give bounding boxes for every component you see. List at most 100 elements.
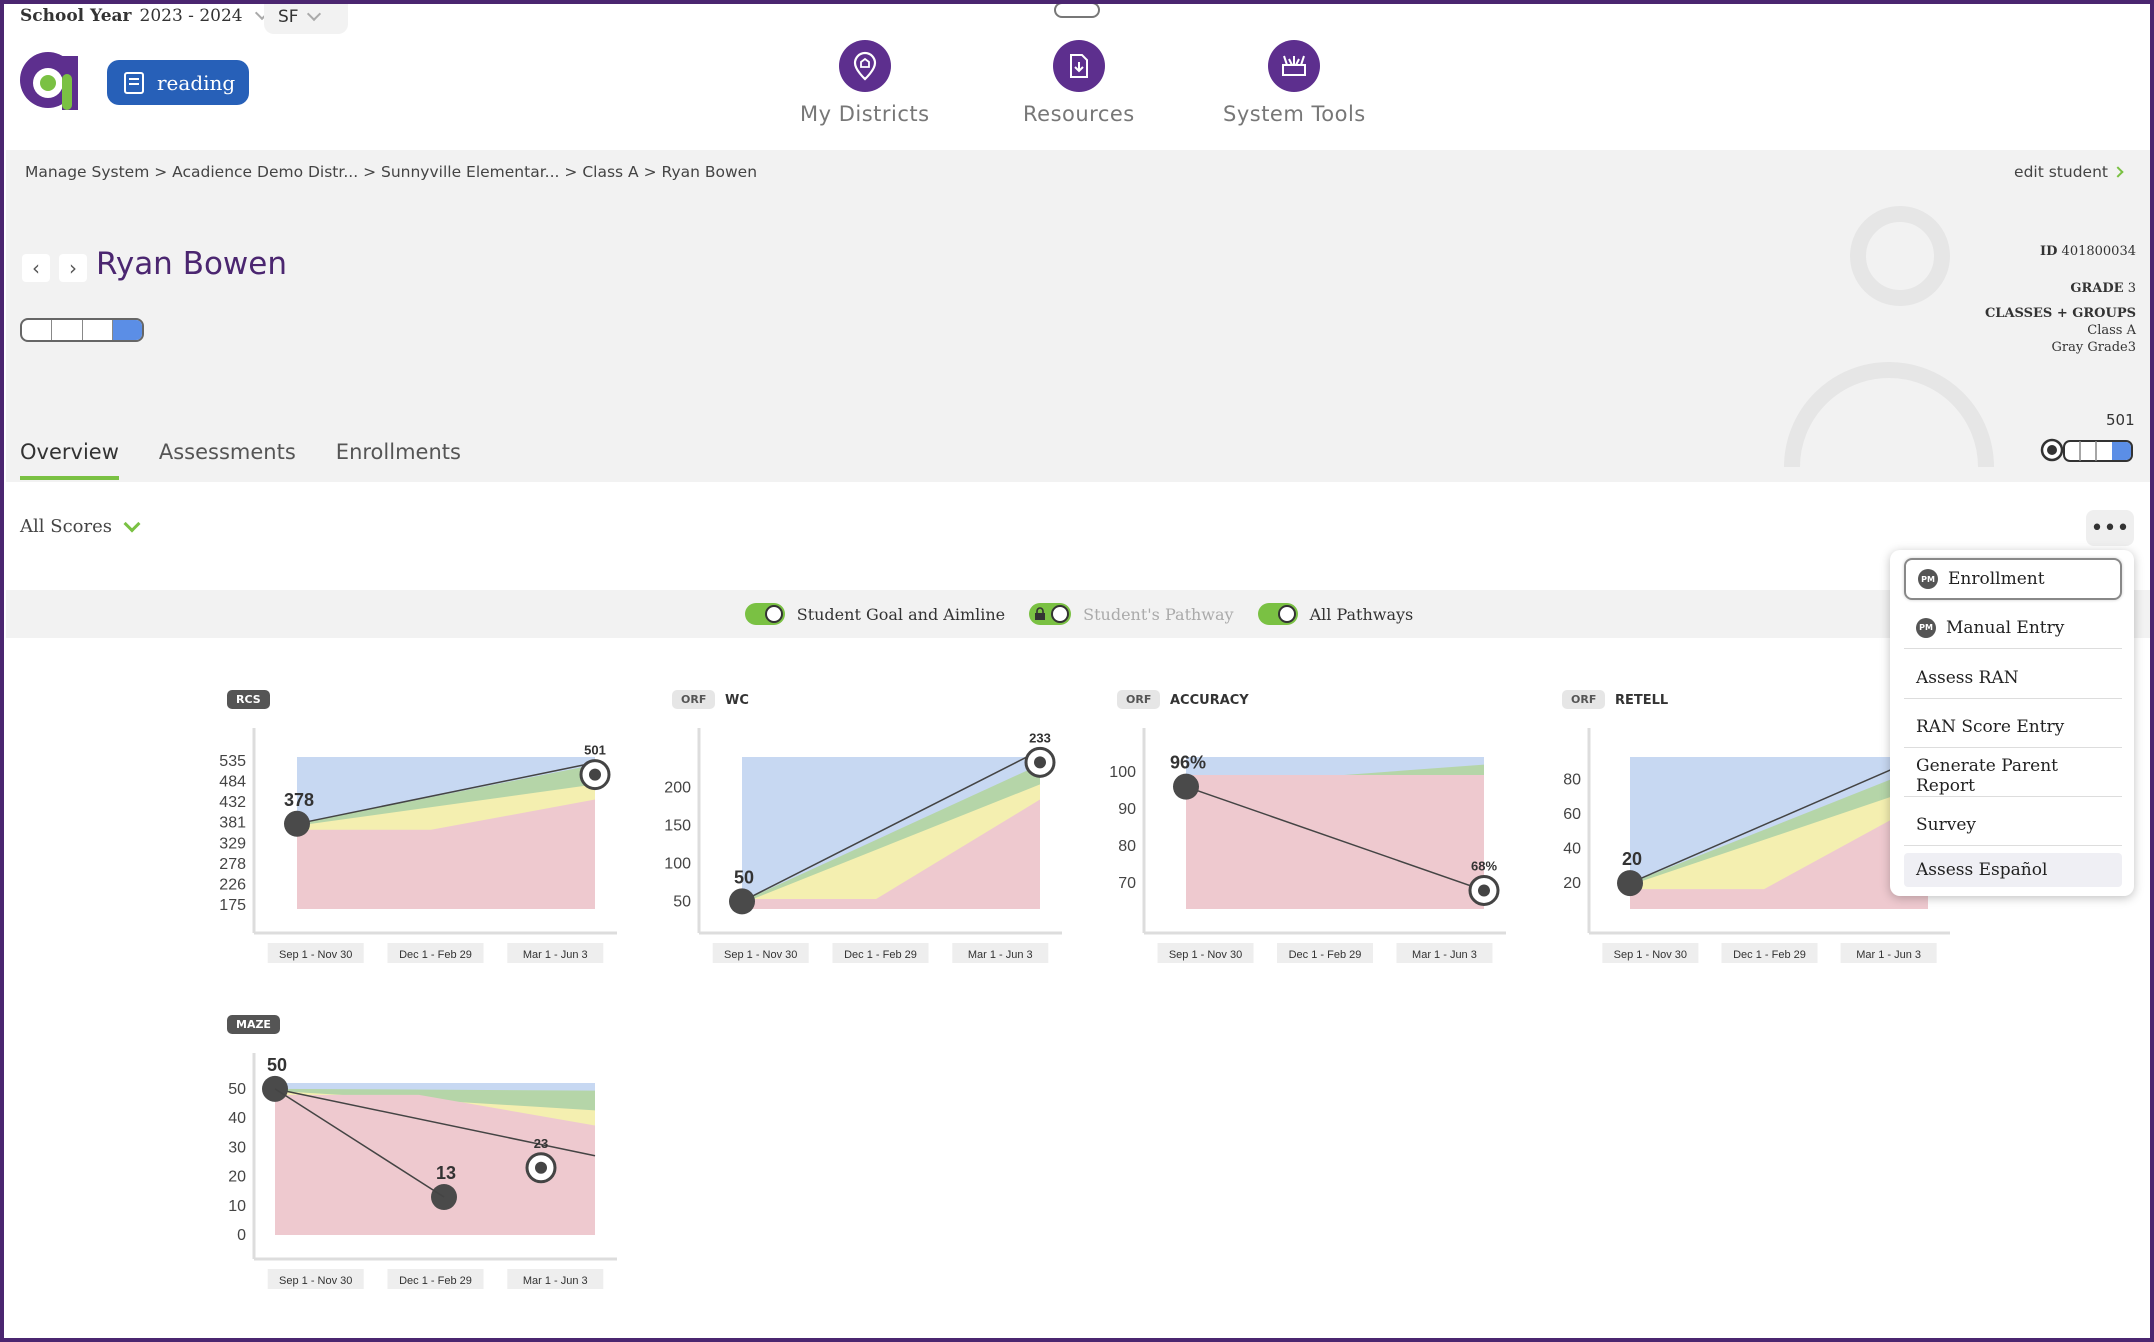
student-trend-line (274, 1088, 445, 1198)
nav-label: Resources (1023, 102, 1135, 126)
nav-label: My Districts (800, 102, 930, 126)
menu-item-label: Generate Parent Report (1916, 755, 2058, 796)
toggle-goal-aimline[interactable]: Student Goal and Aimline (744, 603, 1005, 625)
breadcrumb-item[interactable]: Acadience Demo Distr... (172, 163, 359, 181)
more-options-button[interactable]: ••• (2086, 510, 2134, 546)
y-tick-label: 20 (1563, 875, 1581, 892)
reading-button[interactable]: reading (107, 60, 249, 105)
score-label: 96% (1170, 753, 1206, 773)
x-tick-bg (1277, 943, 1373, 963)
menu-item-assess-ran[interactable]: Assess RAN (1904, 657, 2122, 699)
y-tick-label: 535 (219, 753, 246, 770)
book-icon (124, 71, 144, 94)
pathway-band-above (297, 757, 595, 909)
y-tick-label: 175 (219, 897, 246, 914)
tab-enrollments[interactable]: Enrollments (335, 440, 461, 464)
student-id: ID 401800034 (2040, 244, 2136, 259)
reading-label: reading (157, 70, 236, 95)
tab-overview[interactable]: Overview (20, 440, 119, 480)
menu-item-label: Assess RAN (1916, 667, 2019, 688)
menu-item-manual-entry[interactable]: PM Manual Entry (1904, 607, 2122, 649)
x-tick-label: Dec 1 - Feb 29 (844, 949, 917, 961)
chevron-down-icon (306, 6, 321, 22)
student-id-value: 401800034 (2061, 244, 2136, 259)
score-label: 13 (436, 1163, 456, 1183)
y-tick-label: 10 (228, 1198, 246, 1215)
x-tick-label: Mar 1 - Jun 3 (523, 1275, 588, 1287)
score-filter-label: All Scores (20, 516, 112, 537)
x-tick-label: Mar 1 - Jun 3 (968, 949, 1033, 961)
chart-title: ACCURACY (1170, 693, 1249, 708)
system-tools-icon (1268, 40, 1321, 92)
y-tick-label: 150 (664, 817, 691, 834)
y-tick-label: 484 (219, 773, 246, 790)
x-tick-bg (952, 943, 1049, 963)
previous-student-button[interactable]: ‹ (22, 254, 50, 282)
pathway-band-yellow (275, 1090, 595, 1235)
student-name: Ryan Bowen (96, 246, 287, 282)
toggle-switch[interactable] (1257, 603, 1298, 625)
goal-label: 233 (1029, 730, 1051, 745)
x-tick-bg (267, 943, 364, 963)
toggle-all-pathways[interactable]: All Pathways (1257, 603, 1414, 625)
x-tick-bg (832, 943, 929, 963)
menu-item-assess-espanol[interactable]: Assess Español (1904, 853, 2122, 887)
toggle-switch[interactable] (744, 603, 785, 625)
x-tick-label: Dec 1 - Feb 29 (399, 1275, 472, 1287)
menu-item-generate-parent-report[interactable]: Generate Parent Report (1904, 755, 2122, 797)
score-level-toggle[interactable] (2040, 438, 2134, 462)
tab-assessments[interactable]: Assessments (158, 440, 296, 464)
next-student-button[interactable]: › (59, 254, 87, 282)
edit-student-label: edit student (2014, 163, 2108, 181)
edit-student-link[interactable]: edit student (2014, 163, 2124, 181)
acadience-logo[interactable] (18, 50, 78, 110)
y-tick-label: 90 (1118, 801, 1136, 818)
nav-system-tools[interactable]: System Tools (1223, 40, 1366, 126)
menu-item-label: Enrollment (1948, 569, 2045, 589)
x-tick-bg (387, 1269, 484, 1289)
toggle-students-pathway[interactable]: Student's Pathway (1029, 603, 1234, 625)
menu-item-label: Manual Entry (1946, 617, 2065, 638)
nav-resources[interactable]: Resources (1023, 40, 1135, 126)
chart-badge: ORF (1562, 690, 1606, 709)
chart-badge: ORF (672, 690, 716, 709)
x-tick-bg (1840, 943, 1937, 963)
breadcrumb-item[interactable]: Manage System (25, 163, 150, 181)
breadcrumb-item[interactable]: Sunnyville Elementar... (381, 163, 560, 181)
school-year-value: 2023 - 2024 (139, 6, 243, 26)
menu-item-ran-score-entry[interactable]: RAN Score Entry (1904, 706, 2122, 748)
pathway-band-green (275, 1088, 595, 1235)
chart-title: RETELL (1615, 693, 1669, 708)
student-score-point (431, 1184, 457, 1210)
toggle-switch-locked (1029, 603, 1072, 625)
score-label: 20 (1622, 849, 1642, 869)
y-tick-label: 50 (228, 1081, 246, 1098)
score-marker-label: 501 (2106, 411, 2135, 429)
x-tick-bg (1396, 943, 1493, 963)
x-tick-bg (1157, 943, 1254, 963)
nav-my-districts[interactable]: My Districts (800, 40, 930, 126)
menu-item-survey[interactable]: Survey (1904, 804, 2122, 846)
pathway-band-red (1630, 799, 1928, 909)
drawer-handle-icon[interactable] (1054, 2, 1100, 18)
chart-title: WC (725, 693, 749, 708)
student-grade-label: GRADE (2070, 281, 2124, 296)
y-tick-label: 200 (664, 779, 691, 796)
toggle-label: All Pathways (1309, 604, 1414, 624)
school-year-selector[interactable]: School Year 2023 - 2024 (20, 2, 269, 30)
menu-item-enrollment[interactable]: PM Enrollment (1904, 558, 2122, 600)
goal-target-icon (1024, 746, 1056, 778)
breadcrumb-item[interactable]: Class A (582, 163, 639, 181)
pathway-band-red (1186, 775, 1484, 909)
x-tick-label: Mar 1 - Jun 3 (1412, 949, 1477, 961)
classes-label: CLASSES + GROUPS (1984, 306, 2136, 321)
chevron-down-icon (123, 515, 141, 532)
y-tick-label: 226 (219, 877, 246, 894)
pathway-band-yellow (1630, 784, 1928, 909)
x-tick-bg (1602, 943, 1699, 963)
pathway-band-green (1630, 764, 1928, 909)
y-tick-label: 381 (219, 815, 246, 832)
score-filter-dropdown[interactable]: All Scores (20, 515, 141, 537)
region-selector[interactable]: SF (264, 0, 348, 34)
y-tick-label: 100 (1109, 764, 1136, 781)
